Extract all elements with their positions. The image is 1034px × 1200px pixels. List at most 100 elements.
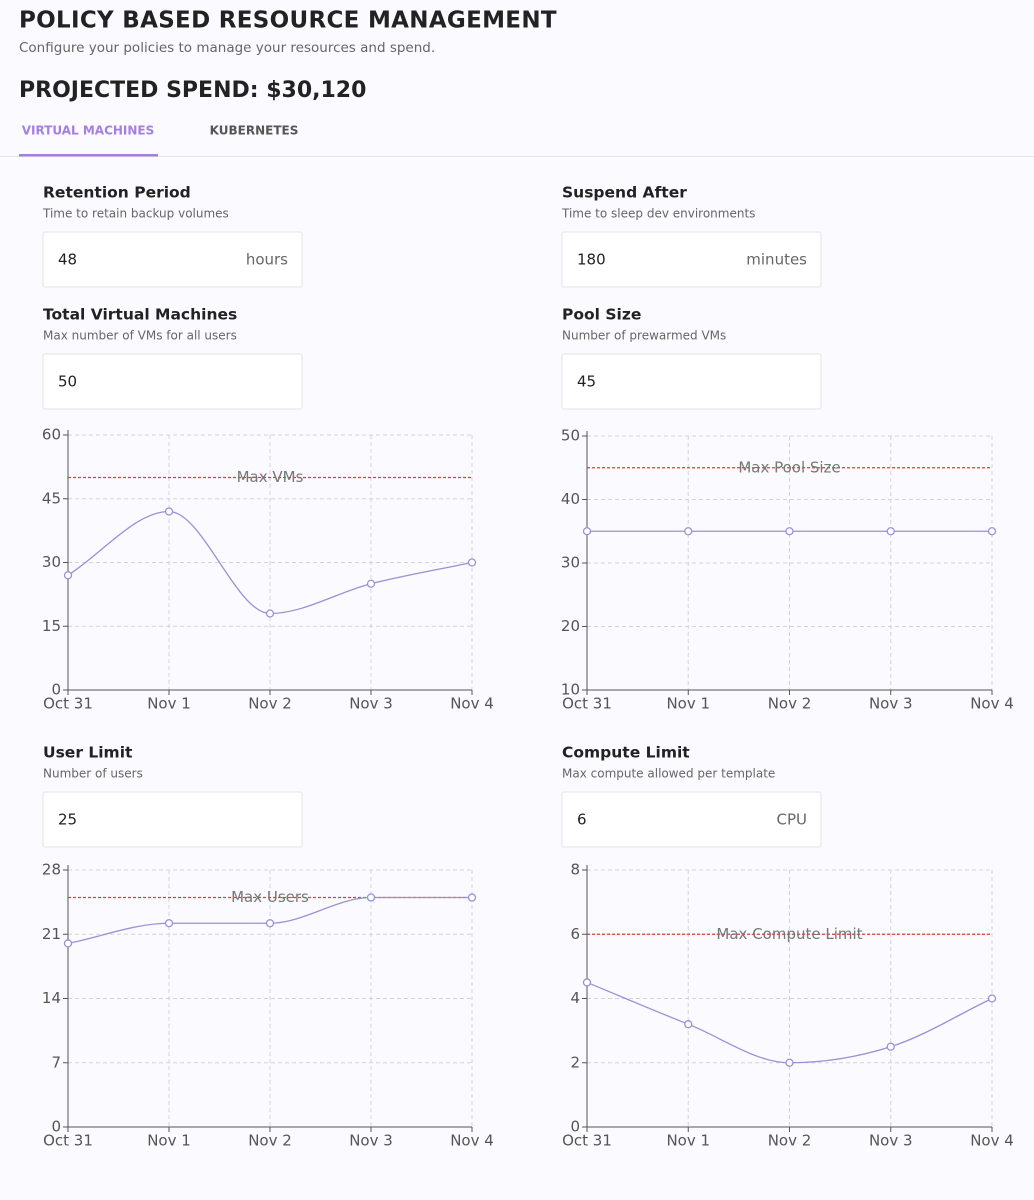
data-point: [582, 978, 592, 987]
data-line: [586, 981, 993, 1064]
y-tick-label: 30: [561, 554, 580, 572]
field-label: Suspend After: [562, 184, 687, 202]
field-input[interactable]: [561, 791, 822, 848]
x-tick-label: Nov 3: [869, 695, 913, 713]
y-tick-label: 21: [42, 925, 61, 943]
x-tick-label: Nov 2: [768, 1132, 812, 1150]
field-value: 45: [577, 373, 596, 391]
x-tick-label: Oct 31: [562, 1132, 612, 1150]
field-description: Max number of VMs for all users: [43, 329, 237, 343]
field-description: Time to retain backup volumes: [42, 207, 229, 221]
x-tick-label: Nov 2: [248, 695, 292, 713]
y-tick-label: 40: [561, 490, 580, 508]
data-point: [785, 1058, 794, 1067]
field-input[interactable]: [42, 231, 303, 288]
x-tick-label: Oct 31: [43, 1132, 93, 1150]
field-unit: hours: [246, 251, 288, 269]
x-tick-label: Nov 4: [970, 1132, 1014, 1150]
data-point: [63, 939, 73, 948]
data-point: [63, 571, 73, 580]
x-tick-label: Nov 2: [768, 695, 812, 713]
x-tick-label: Nov 3: [869, 1132, 913, 1150]
data-point: [684, 527, 693, 536]
x-tick-label: Nov 4: [970, 695, 1014, 713]
x-tick-label: Nov 1: [666, 695, 710, 713]
field-label: Retention Period: [43, 184, 191, 202]
y-tick-label: 7: [51, 1053, 61, 1071]
threshold-label: Max Pool Size: [738, 458, 840, 476]
y-tick-label: 20: [561, 617, 580, 635]
data-point: [886, 527, 895, 536]
x-tick-label: Nov 1: [666, 1132, 710, 1150]
field-label: Pool Size: [562, 306, 641, 324]
data-point: [265, 919, 275, 928]
threshold-label: Max VMs: [237, 468, 304, 486]
y-tick-label: 15: [42, 617, 61, 635]
y-tick-label: 0: [51, 681, 61, 699]
tab-active[interactable]: VIRTUAL MACHINES: [22, 124, 155, 138]
data-point: [366, 579, 376, 588]
y-tick-label: 10: [561, 681, 580, 699]
data-point: [785, 527, 794, 536]
y-tick-label: 0: [51, 1118, 61, 1136]
field-value: 50: [58, 373, 77, 391]
x-tick-label: Nov 3: [349, 1132, 393, 1150]
y-tick-label: 28: [42, 861, 61, 879]
tab-underline: [19, 154, 158, 157]
field-value: 6: [577, 811, 587, 829]
field-input[interactable]: [42, 353, 303, 410]
field-value: 48: [58, 251, 77, 269]
field-label: Total Virtual Machines: [43, 306, 237, 324]
x-tick-label: Nov 1: [147, 695, 191, 713]
y-tick-label: 30: [42, 553, 61, 571]
x-tick-label: Nov 2: [248, 1132, 292, 1150]
data-line: [67, 510, 473, 615]
data-point: [265, 609, 275, 618]
tab[interactable]: KUBERNETES: [210, 124, 299, 138]
x-tick-label: Nov 4: [450, 695, 494, 713]
field-value: 180: [577, 251, 606, 269]
data-point: [987, 994, 997, 1003]
field-description: Number of users: [43, 767, 143, 781]
y-tick-label: 6: [570, 925, 580, 943]
field-description: Max compute allowed per template: [562, 767, 775, 781]
y-tick-label: 8: [570, 861, 580, 879]
x-tick-label: Nov 4: [450, 1132, 494, 1150]
field-label: User Limit: [43, 744, 133, 762]
field-label: Compute Limit: [562, 744, 690, 762]
x-tick-label: Nov 3: [349, 695, 393, 713]
x-tick-label: Nov 1: [147, 1132, 191, 1150]
y-tick-label: 0: [570, 1118, 580, 1136]
y-tick-label: 14: [42, 989, 61, 1007]
data-point: [684, 1020, 693, 1029]
field-value: 25: [58, 811, 77, 829]
field-unit: minutes: [746, 251, 807, 269]
x-tick-label: Oct 31: [43, 695, 93, 713]
data-point: [582, 527, 592, 536]
data-point: [164, 507, 174, 516]
y-tick-label: 2: [570, 1053, 580, 1071]
projected-spend: PROJECTED SPEND: $30,120: [19, 78, 366, 103]
x-tick-label: Oct 31: [562, 695, 612, 713]
page-subtitle: Configure your policies to manage your r…: [19, 40, 435, 56]
threshold-label: Max Compute Limit: [716, 925, 862, 943]
field-unit: CPU: [777, 811, 808, 829]
data-point: [886, 1042, 895, 1051]
y-tick-label: 60: [42, 426, 61, 444]
field-input[interactable]: [42, 791, 303, 848]
field-input[interactable]: [561, 231, 822, 288]
page-title: POLICY BASED RESOURCE MANAGEMENT: [19, 8, 557, 34]
field-input[interactable]: [561, 353, 822, 410]
data-point: [366, 893, 376, 902]
y-tick-label: 4: [570, 989, 580, 1007]
threshold-label: Max Users: [231, 888, 309, 906]
field-description: Time to sleep dev environments: [561, 207, 755, 221]
data-point: [467, 558, 477, 567]
data-point: [987, 527, 997, 536]
y-tick-label: 50: [561, 427, 580, 445]
data-point: [467, 893, 477, 902]
field-description: Number of prewarmed VMs: [562, 329, 726, 343]
y-tick-label: 45: [42, 489, 61, 507]
data-point: [164, 919, 174, 928]
